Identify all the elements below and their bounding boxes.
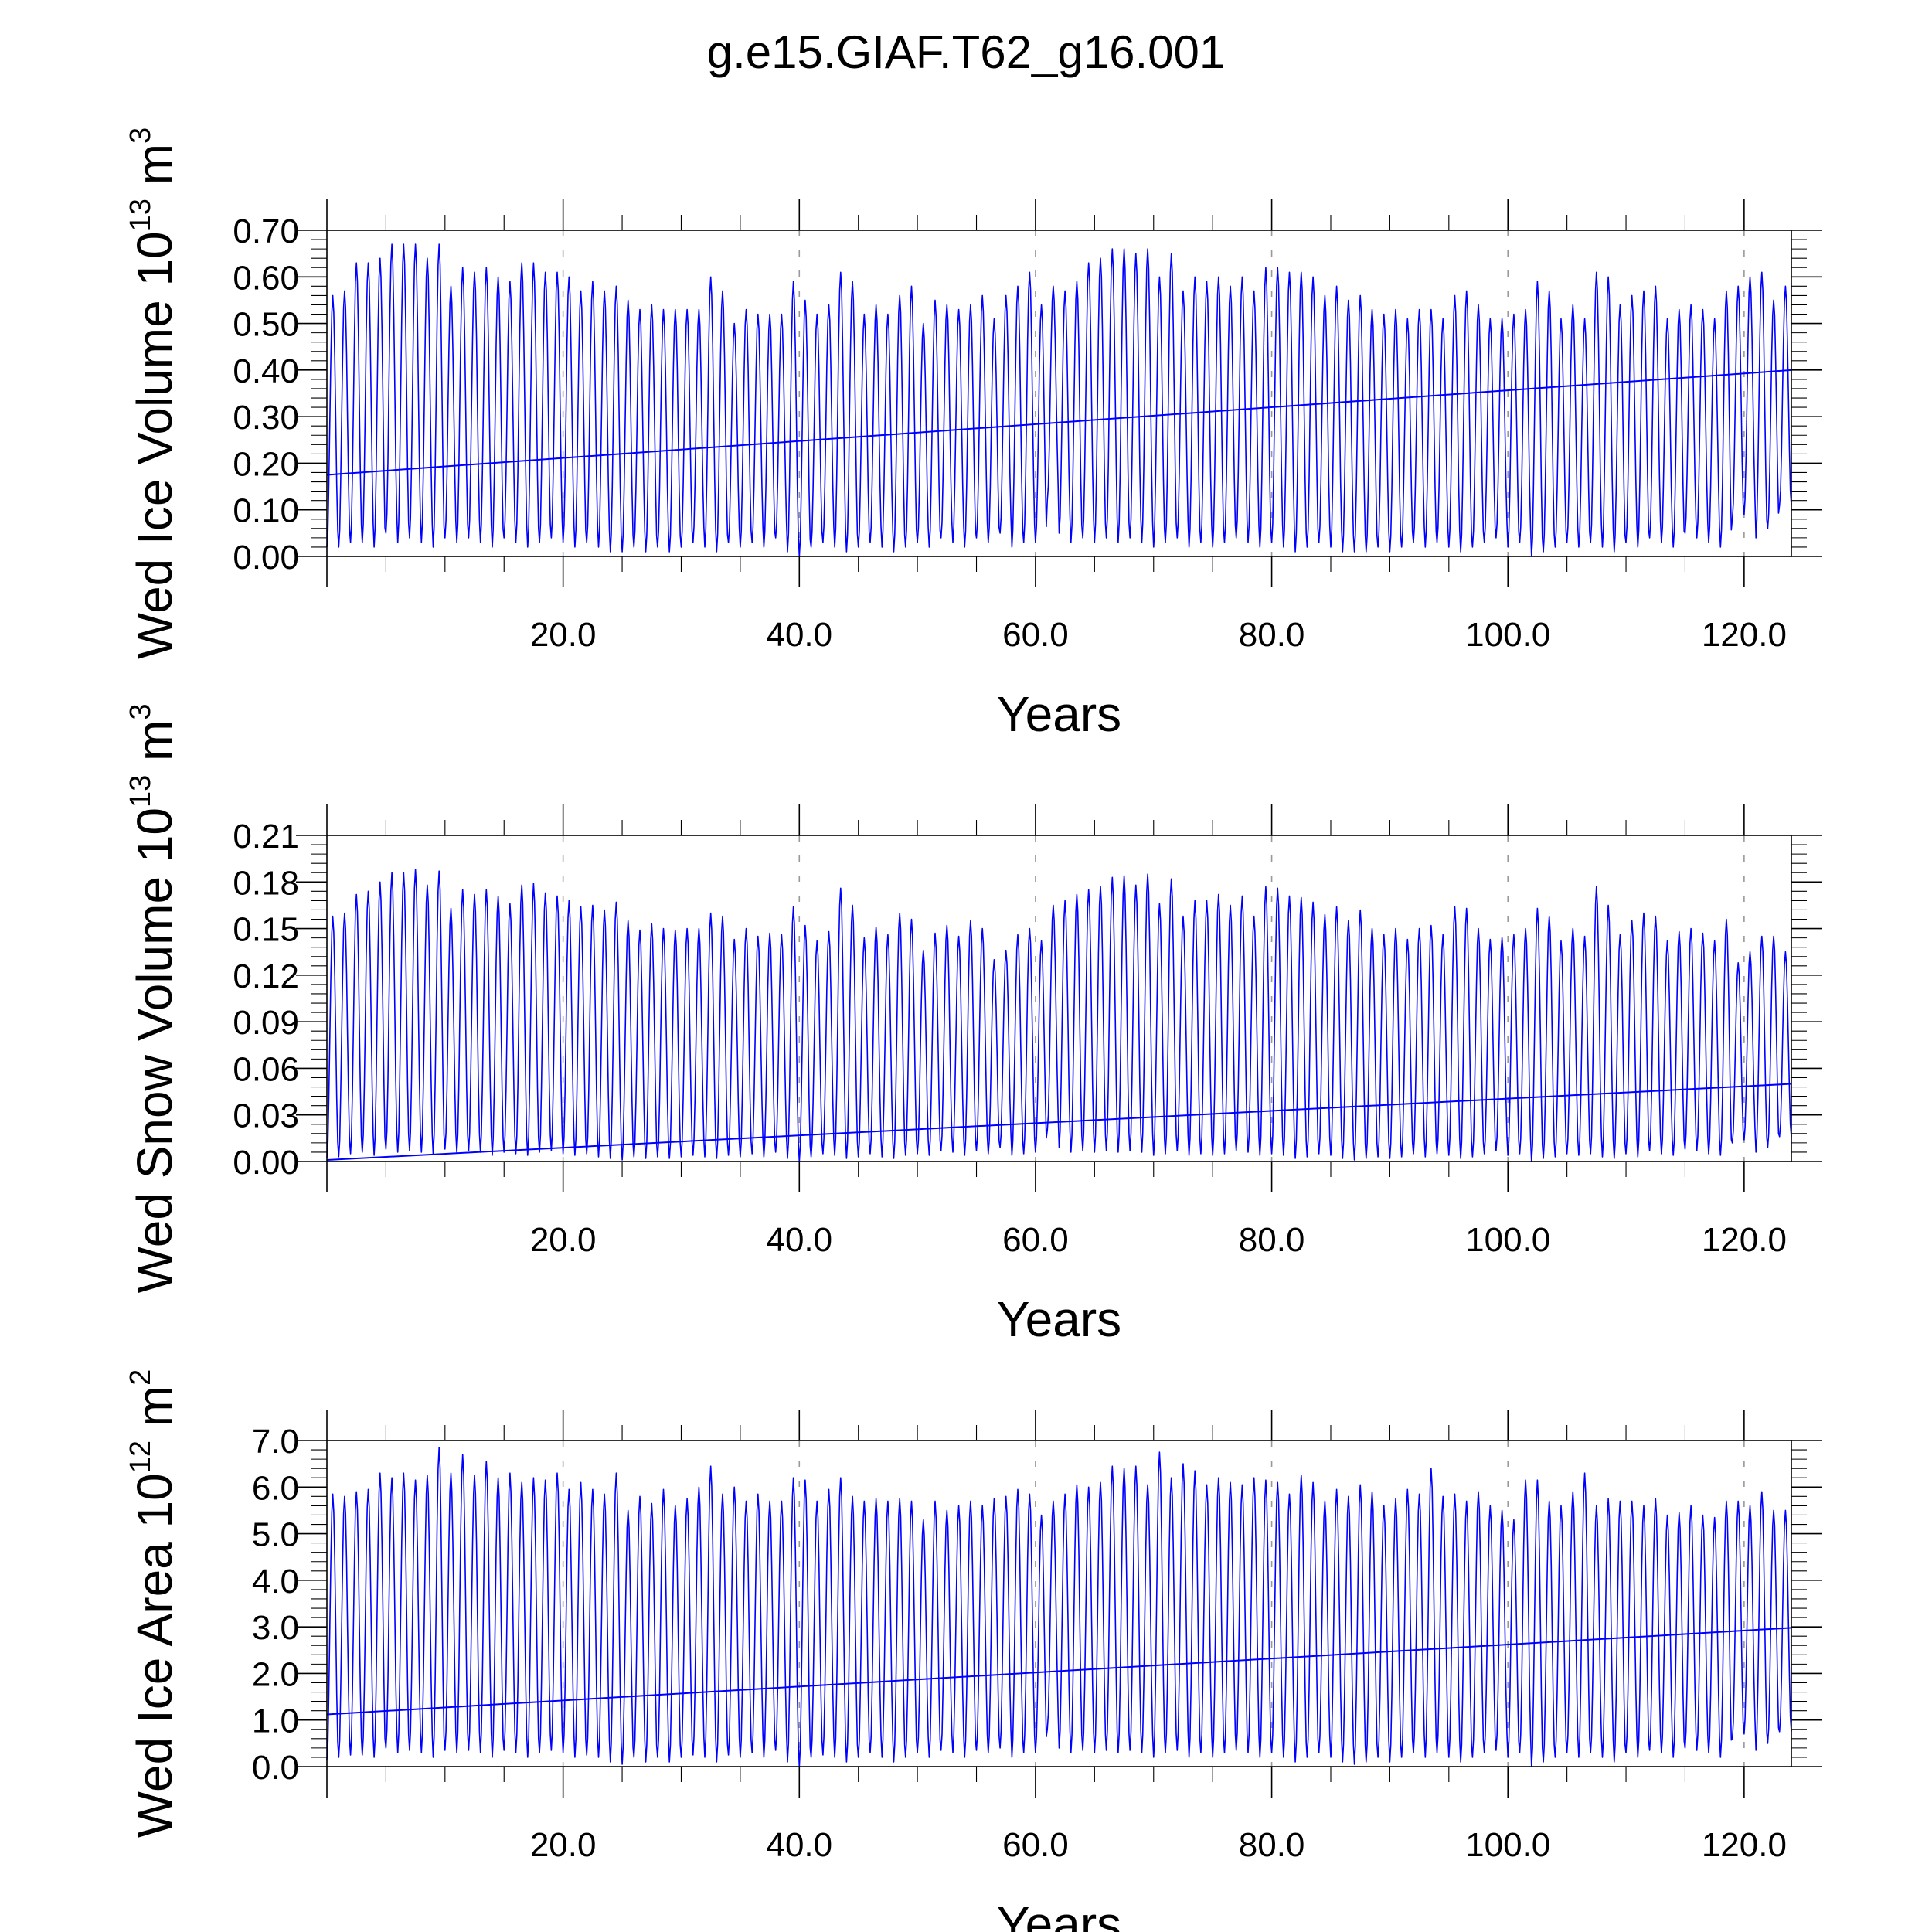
series-line [326, 869, 1792, 1162]
y-axis-title: Wed Ice Area 1012 m2 [124, 1369, 182, 1838]
y-tick-label: 0.03 [233, 1097, 299, 1135]
y-axis-title-exponent: 13 [124, 199, 157, 231]
y-tick-label: 4.0 [252, 1563, 299, 1600]
y-axis-title-exponent: 13 [124, 775, 157, 808]
x-axis-title: Years [997, 1896, 1121, 1932]
x-tick-label: 60.0 [1002, 1826, 1069, 1864]
y-tick-label: 0.00 [233, 539, 299, 577]
x-tick-label: 20.0 [530, 1221, 597, 1259]
y-axis-title-text: Wed Snow Volume 10 [127, 808, 182, 1294]
y-axis-title-unit-exponent: 3 [124, 128, 157, 144]
trend-line [326, 369, 1792, 476]
x-tick-label: 120.0 [1702, 616, 1787, 654]
x-tick-label: 80.0 [1239, 616, 1305, 654]
y-tick-label: 0.50 [233, 306, 299, 344]
x-tick-label: 40.0 [766, 1221, 832, 1259]
y-axis-title: Wed Snow Volume 1013 m3 [124, 703, 182, 1293]
y-axis-title-text: Wed Ice Area 10 [127, 1473, 182, 1838]
series-line [326, 1447, 1792, 1767]
y-tick-label: 3.0 [252, 1609, 299, 1647]
y-tick-label: 0.21 [233, 818, 299, 855]
panel-snow-volume: 20.0 40.0 60.0 80.0 100.0 120.0 0.00 0.03 0.06 0.… [124, 703, 1822, 1347]
x-tick-label: 60.0 [1002, 616, 1069, 654]
y-tick-label: 0.10 [233, 492, 299, 530]
x-axis-title: Years [997, 1291, 1121, 1347]
y-tick-label: 0.06 [233, 1050, 299, 1088]
y-tick-label: 0.18 [233, 864, 299, 902]
x-tick-label: 120.0 [1702, 1826, 1787, 1864]
x-tick-label: 100.0 [1465, 1826, 1550, 1864]
y-axis-title-unit-exponent: 3 [124, 703, 157, 719]
y-tick-label: 2.0 [252, 1655, 299, 1693]
plot-frame [326, 835, 1792, 1162]
x-tick-label: 100.0 [1465, 1221, 1550, 1259]
series-line [326, 243, 1792, 557]
y-axis-title-text: Wed Ice Volume 10 [127, 231, 182, 659]
x-axis-title: Years [997, 686, 1121, 742]
x-tick-label: 80.0 [1239, 1826, 1305, 1864]
y-axis-title: Wed Ice Volume 1013 m3 [124, 128, 182, 659]
y-tick-label: 0.40 [233, 352, 299, 390]
x-tick-label: 40.0 [766, 1826, 832, 1864]
x-tick-label: 40.0 [766, 616, 832, 654]
y-tick-label: 0.09 [233, 1004, 299, 1042]
y-tick-label: 0.20 [233, 445, 299, 483]
plot-frame [326, 1440, 1792, 1767]
x-tick-label: 60.0 [1002, 1221, 1069, 1259]
x-tick-label: 80.0 [1239, 1221, 1305, 1259]
y-tick-label: 1.0 [252, 1702, 299, 1740]
y-axis-title-unit: m [127, 1386, 182, 1440]
panels: 20.0 40.0 60.0 80.0 100.0 120.00.000.100.200.… [124, 128, 1822, 1932]
y-axis-title-unit: m [127, 720, 182, 775]
y-axis-title-unit: m [127, 144, 182, 199]
figure-title: g.e15.GIAF.T62_g16.001 [707, 26, 1226, 78]
y-tick-label: 6.0 [252, 1469, 299, 1507]
trend-line [326, 1083, 1792, 1161]
y-tick-label: 0.70 [233, 213, 299, 250]
y-tick-label: 0.00 [233, 1144, 299, 1182]
y-axis-title-unit-exponent: 2 [124, 1369, 157, 1386]
y-tick-label: 5.0 [252, 1516, 299, 1554]
plot-frame [326, 230, 1792, 557]
y-tick-label: 0.60 [233, 259, 299, 297]
y-axis-title-exponent: 12 [124, 1440, 157, 1473]
y-tick-label: 0.30 [233, 399, 299, 437]
y-tick-label: 7.0 [252, 1423, 299, 1461]
x-tick-label: 20.0 [530, 616, 597, 654]
panel-ice-area: 20.0 40.0 60.0 80.0 100.0 120.0 0.0 1.0 2.0 3.0 4.… [124, 1369, 1822, 1932]
trend-line [326, 1627, 1792, 1716]
panel-ice-volume: 20.0 40.0 60.0 80.0 100.0 120.0 0.00 0.10 0.20 0.… [124, 128, 1822, 742]
y-tick-label: 0.15 [233, 911, 299, 949]
x-tick-label: 100.0 [1465, 616, 1550, 654]
x-tick-label: 20.0 [530, 1826, 597, 1864]
y-tick-label: 0.0 [252, 1749, 299, 1787]
x-tick-label: 120.0 [1702, 1221, 1787, 1259]
y-tick-label: 0.12 [233, 957, 299, 995]
